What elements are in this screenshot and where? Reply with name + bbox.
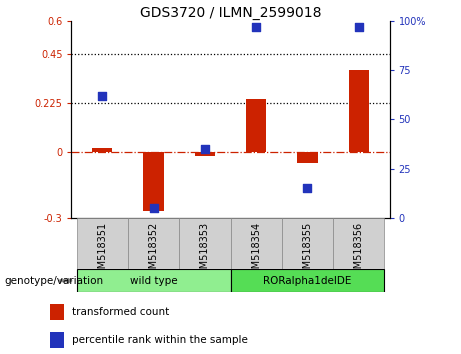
Text: GSM518354: GSM518354 [251,222,261,281]
FancyBboxPatch shape [77,269,230,292]
FancyBboxPatch shape [77,218,128,269]
Point [99,93,106,99]
Bar [92,148,112,152]
Text: GSM518351: GSM518351 [97,222,107,281]
Bar [297,152,318,163]
Point [253,24,260,30]
Point [150,205,157,211]
Text: GSM518353: GSM518353 [200,222,210,281]
Bar [195,152,215,156]
Text: transformed count: transformed count [71,307,169,317]
Text: GSM518356: GSM518356 [354,222,364,281]
FancyBboxPatch shape [128,218,179,269]
FancyBboxPatch shape [230,269,384,292]
Text: percentile rank within the sample: percentile rank within the sample [71,335,248,346]
Text: GSM518355: GSM518355 [302,222,313,281]
FancyBboxPatch shape [333,218,384,269]
Text: wild type: wild type [130,275,177,286]
FancyBboxPatch shape [282,218,333,269]
Bar [349,70,369,152]
Bar [50,304,64,320]
Bar [246,99,266,152]
Text: genotype/variation: genotype/variation [5,276,104,286]
Title: GDS3720 / ILMN_2599018: GDS3720 / ILMN_2599018 [140,6,321,20]
Bar [143,152,164,211]
Point [201,146,208,152]
Point [304,185,311,191]
Point [355,24,362,30]
FancyBboxPatch shape [230,218,282,269]
Bar [50,332,64,348]
FancyBboxPatch shape [179,218,230,269]
Text: GSM518352: GSM518352 [148,222,159,281]
Text: RORalpha1delDE: RORalpha1delDE [263,275,352,286]
